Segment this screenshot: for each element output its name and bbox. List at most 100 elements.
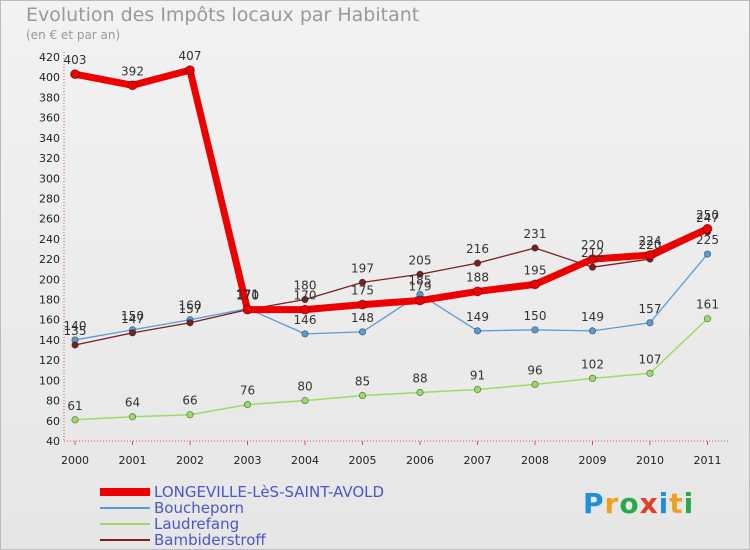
logo-letter: r [604,487,620,520]
legend-swatch-laudrefang [100,523,150,525]
legend-label-laudrefang: Laudrefang [154,515,240,533]
data-label: 224 [639,234,662,248]
x-tick-label: 2004 [291,454,319,467]
data-label: 212 [581,246,604,260]
data-label: 392 [121,64,144,78]
data-label: 407 [179,49,202,63]
y-tick-label: 420 [39,51,60,64]
y-tick-label: 180 [39,294,60,307]
logo-letter: i [658,487,670,520]
data-label: 247 [696,211,719,225]
data-point [70,69,80,80]
data-label: 140 [64,319,87,333]
series-line-3 [74,231,709,346]
data-label: 250 [696,208,719,222]
data-label: 403 [64,53,87,67]
data-point [358,328,367,336]
data-point [185,65,195,76]
y-tick-label: 100 [39,374,60,387]
legend-label-boucheporn: Boucheporn [154,499,245,517]
x-tick-label: 2003 [234,454,262,467]
data-point [587,254,598,265]
y-tick-label: 280 [39,192,60,205]
data-label: 96 [527,363,542,377]
data-label: 157 [639,302,662,316]
data-label: 188 [466,270,489,284]
x-tick-label: 2008 [521,454,549,467]
data-point [71,416,79,424]
data-point [128,413,137,421]
x-tick-label: 2010 [636,454,664,467]
data-point [243,401,252,409]
x-tick-label: 2001 [119,454,147,467]
data-point [645,250,655,260]
x-tick-label: 2005 [349,454,377,467]
chart-subtitle: (en € et par an) [26,28,121,42]
data-point [703,315,712,323]
data-label: 149 [466,310,489,324]
data-label: 175 [351,284,374,298]
data-point [416,388,424,397]
y-tick-label: 320 [39,152,60,165]
data-point [703,250,712,258]
y-tick-label: 300 [39,172,60,185]
data-label: 64 [125,396,140,410]
data-label: 160 [179,299,202,313]
data-label: 150 [121,309,144,323]
data-label: 220 [639,238,662,252]
data-point [473,259,482,267]
data-point [71,341,79,349]
logo-letter: P [583,487,605,520]
logo-letter: x [639,487,659,520]
data-point [472,286,483,297]
x-tick-label: 2007 [464,454,492,467]
legend-swatch-bambiderstroff [100,539,150,541]
data-point [588,263,597,271]
data-point [473,385,482,394]
x-tick-label: 2000 [61,454,89,467]
data-label: 179 [409,280,432,294]
data-point [128,329,137,337]
data-label: 76 [240,384,255,398]
y-tick-label: 400 [39,71,60,84]
data-label: 135 [64,324,87,338]
data-label: 150 [524,309,547,323]
data-label: 171 [236,288,259,302]
data-point [531,326,539,334]
data-point [530,279,540,290]
data-point [357,299,368,310]
legend-swatch-longeville [100,488,150,496]
data-label: 185 [409,273,432,287]
data-label: 205 [409,253,432,267]
data-label: 157 [179,302,202,316]
data-point [301,396,309,405]
data-label: 91 [470,368,485,382]
data-label: 220 [581,238,604,252]
data-label: 180 [294,279,317,293]
series-line-2 [74,317,709,421]
data-label: 107 [639,352,662,366]
data-point [358,391,367,400]
chart-title: Evolution des Impôts locaux par Habitant [26,4,420,26]
proxiti-logo: Proxiti [583,487,694,520]
data-point [588,327,597,335]
y-tick-label: 200 [39,273,60,286]
logo-letter: o [619,487,640,520]
data-point [186,319,194,327]
data-point [186,411,194,419]
y-tick-label: 120 [39,354,60,367]
logo-letter: t [669,487,684,520]
y-tick-label: 260 [39,213,60,226]
data-label: 161 [696,298,719,312]
data-label: 88 [412,371,427,385]
data-point [415,295,425,306]
data-label: 102 [581,357,604,371]
data-label: 231 [524,227,547,241]
data-point [702,223,713,234]
data-point [301,295,309,304]
data-point [588,374,597,382]
y-tick-label: 240 [39,233,60,246]
data-point [358,278,367,286]
